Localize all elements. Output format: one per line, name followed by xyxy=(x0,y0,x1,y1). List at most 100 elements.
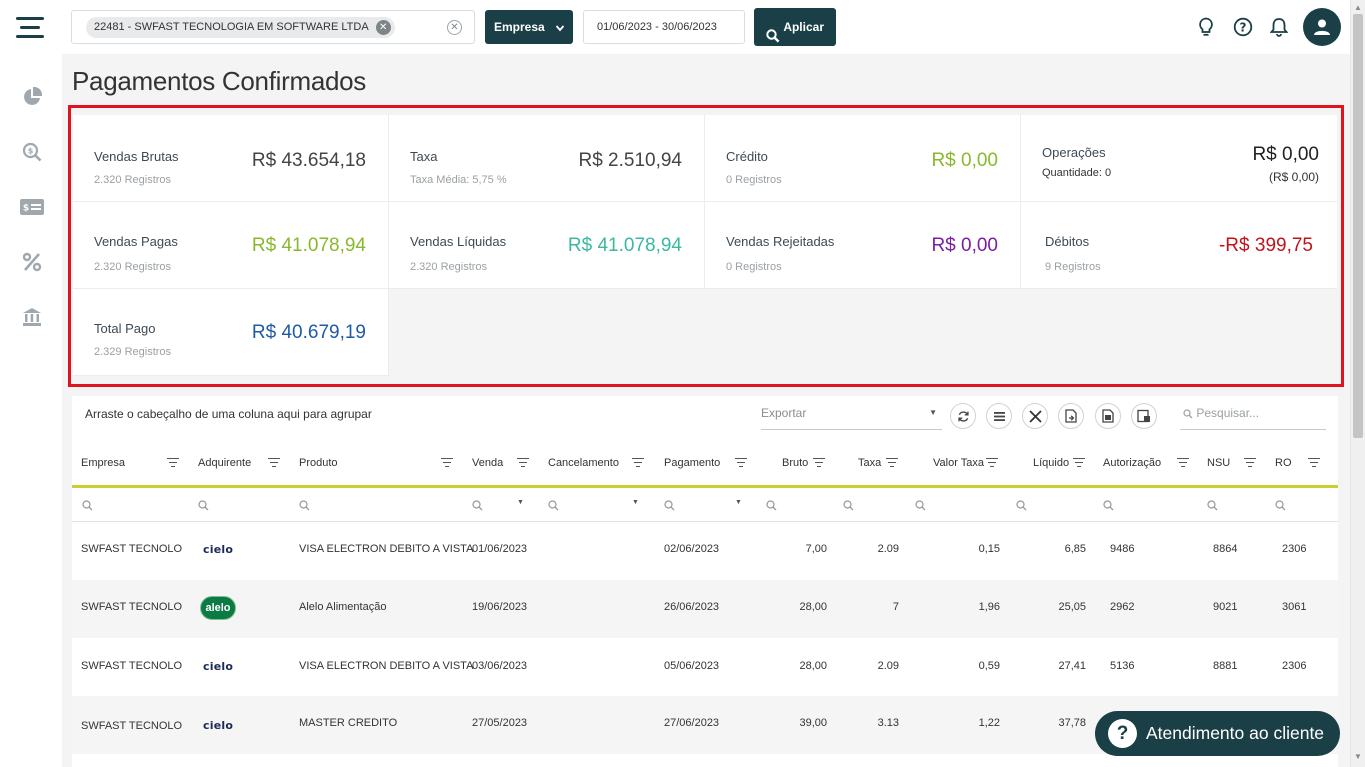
cell-bruto: 7,00 xyxy=(805,543,827,555)
scroll-thumb[interactable] xyxy=(1353,14,1363,438)
header-divider xyxy=(72,485,1338,488)
caret-down-icon[interactable]: ▼ xyxy=(517,499,524,506)
cell-taxa: 3.13 xyxy=(877,717,899,729)
column-header-bruto[interactable]: Bruto xyxy=(782,457,809,469)
filter-icon[interactable] xyxy=(517,457,529,467)
search-icon[interactable] xyxy=(664,500,675,511)
search-icon[interactable] xyxy=(1016,500,1027,511)
pie-chart-icon[interactable] xyxy=(20,85,44,109)
filter-icon[interactable] xyxy=(886,457,898,467)
export-report-button[interactable] xyxy=(1131,403,1157,429)
export-file-button[interactable] xyxy=(1058,403,1084,429)
table-row[interactable]: SWFAST TECNOLO cielo VISA ELECTRON DEBIT… xyxy=(72,638,1338,696)
grid-search-input[interactable]: Pesquisar... xyxy=(1180,400,1326,430)
filter-icon[interactable] xyxy=(268,457,280,467)
chip-remove-icon[interactable]: ✕ xyxy=(375,20,391,35)
filter-icon[interactable] xyxy=(813,457,825,467)
cell-liquido: 6,85 xyxy=(1064,543,1086,555)
export-select[interactable]: Exportar ▼ xyxy=(761,399,942,430)
search-icon[interactable] xyxy=(198,500,209,511)
cell-venda: 01/06/2023 xyxy=(472,543,528,555)
card-value: R$ 2.510,94 xyxy=(578,150,682,171)
lightbulb-icon[interactable] xyxy=(1195,16,1217,38)
card-label: Vendas Líquidas xyxy=(410,234,507,249)
column-header-liquido[interactable]: Líquido xyxy=(1033,457,1070,469)
scroll-down-icon[interactable]: ▼ xyxy=(1354,752,1362,761)
caret-down-icon[interactable]: ▼ xyxy=(735,499,742,506)
summary-panel: Vendas Brutas 2.320 Registros R$ 43.654,… xyxy=(68,105,1344,387)
grid-search-placeholder: Pesquisar... xyxy=(1196,406,1260,420)
customer-service-button[interactable]: ? Atendimento ao cliente xyxy=(1095,711,1340,756)
card-value: -R$ 399,75 xyxy=(1218,235,1313,256)
search-icon[interactable] xyxy=(766,500,777,511)
search-icon[interactable] xyxy=(82,500,93,511)
caret-down-icon: ▼ xyxy=(929,408,937,417)
column-header-venda[interactable]: Venda xyxy=(472,457,504,469)
table-row[interactable]: SWFAST TECNOLO cielo VISA ELECTRON DEBIT… xyxy=(72,522,1338,580)
search-icon[interactable] xyxy=(1275,500,1286,511)
page-scrollbar[interactable]: ▲ ▼ xyxy=(1350,0,1365,767)
clear-icon[interactable]: ✕ xyxy=(447,20,462,35)
help-icon[interactable]: ? xyxy=(1232,16,1254,38)
filter-icon[interactable] xyxy=(632,457,644,467)
bank-icon[interactable] xyxy=(20,305,44,329)
refresh-button[interactable] xyxy=(950,403,976,429)
column-header-adquirente[interactable]: Adquirente xyxy=(198,457,252,469)
user-avatar[interactable] xyxy=(1303,8,1341,46)
filter-icon[interactable] xyxy=(441,457,453,467)
column-header-empresa[interactable]: Empresa xyxy=(81,457,126,469)
cell-bruto: 39,00 xyxy=(799,717,827,729)
menu-icon[interactable] xyxy=(16,17,44,39)
card-sub: 2.320 Registros xyxy=(94,261,172,273)
clear-filters-button[interactable] xyxy=(1022,403,1048,429)
scroll-up-icon[interactable]: ▲ xyxy=(1354,3,1362,12)
card-label: Total Pago xyxy=(94,321,156,336)
column-header-valor-taxa[interactable]: Valor Taxa xyxy=(933,457,984,469)
cell-venda: 27/05/2023 xyxy=(472,717,528,729)
caret-down-icon[interactable]: ▼ xyxy=(632,499,639,506)
cell-produto: VISA ELECTRON DEBITO A VISTA xyxy=(299,660,474,672)
column-header-nsu[interactable]: NSU xyxy=(1207,457,1231,469)
percent-icon[interactable] xyxy=(20,250,44,274)
search-icon[interactable] xyxy=(1103,500,1114,511)
cell-venda: 19/06/2023 xyxy=(472,601,528,613)
date-range-input[interactable]: 01/06/2023 - 30/06/2023 xyxy=(583,10,745,44)
search-icon[interactable] xyxy=(1207,500,1218,511)
filter-icon[interactable] xyxy=(1244,457,1256,467)
export-excel-button[interactable] xyxy=(1095,403,1121,429)
card-total-pago: Total Pago 2.329 Registros R$ 40.679,19 xyxy=(73,289,389,376)
column-chooser-button[interactable] xyxy=(986,403,1012,429)
empresa-dropdown[interactable]: Empresa xyxy=(485,10,573,44)
search-icon[interactable] xyxy=(299,500,310,511)
filter-icon[interactable] xyxy=(1177,457,1189,467)
help-icon: ? xyxy=(1108,719,1137,748)
column-header-cancelamento[interactable]: Cancelamento xyxy=(548,457,619,469)
filter-icon[interactable] xyxy=(1073,457,1085,467)
card-value: R$ 41.078,94 xyxy=(251,235,366,256)
filter-icon[interactable] xyxy=(735,457,747,467)
column-header-produto[interactable]: Produto xyxy=(299,457,338,469)
sidebar: $ $ xyxy=(0,0,62,767)
search-icon[interactable] xyxy=(843,500,854,511)
company-select[interactable]: 22481 - SWFAST TECNOLOGIA EM SOFTWARE LT… xyxy=(71,10,475,44)
card-vendas-brutas: Vendas Brutas 2.320 Registros R$ 43.654,… xyxy=(73,115,389,202)
filter-icon[interactable] xyxy=(1308,457,1320,467)
table-row[interactable]: SWFAST TECNOLO alelo Alelo Alimentação 1… xyxy=(72,580,1338,638)
column-header-pagamento[interactable]: Pagamento xyxy=(664,457,721,469)
card-sub: 2.320 Registros xyxy=(410,261,488,273)
filter-icon[interactable] xyxy=(986,457,998,467)
search-icon[interactable] xyxy=(472,500,483,511)
bell-icon[interactable] xyxy=(1268,16,1290,38)
column-header-ro[interactable]: RO xyxy=(1275,457,1292,469)
column-header-taxa[interactable]: Taxa xyxy=(858,457,882,469)
customer-service-label: Atendimento ao cliente xyxy=(1146,723,1325,743)
search-icon[interactable] xyxy=(548,500,559,511)
apply-button[interactable]: Aplicar xyxy=(754,8,836,46)
search-money-icon[interactable]: $ xyxy=(20,140,44,164)
search-icon[interactable] xyxy=(915,500,926,511)
card-icon[interactable]: $ xyxy=(20,195,44,219)
svg-text:?: ? xyxy=(1240,21,1247,35)
card-value: R$ 0,00 xyxy=(1252,144,1319,165)
column-header-autorizacao[interactable]: Autorização xyxy=(1103,457,1162,469)
filter-icon[interactable] xyxy=(167,457,179,467)
